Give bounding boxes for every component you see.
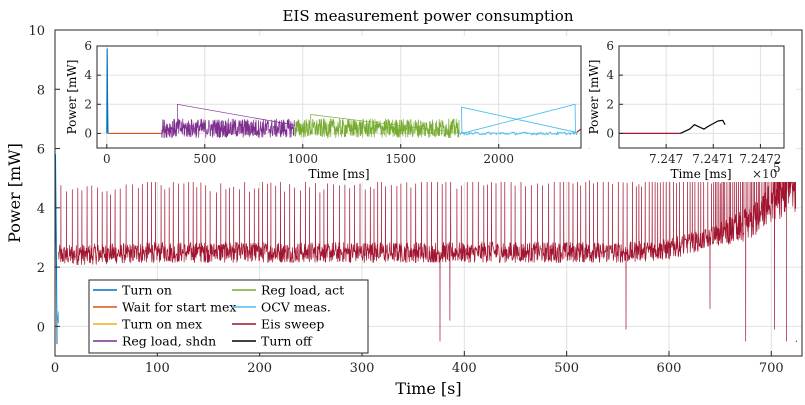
inset-left-series-turn-on: [106, 48, 109, 134]
main-xtick-label: 0: [51, 361, 59, 376]
inset-left-xtick-label: 500: [193, 152, 216, 166]
inset-left-ytick-label: 6: [84, 39, 92, 53]
inset-left-series-reg-load-act: [294, 114, 460, 139]
inset-right-xtick-label: 7.2472: [739, 152, 781, 166]
inset-left-ytick-label: 4: [84, 68, 92, 82]
main-xtick-label: 700: [759, 361, 784, 376]
chart-title: EIS measurement power consumption: [282, 7, 573, 25]
main-xtick-label: 200: [247, 361, 272, 376]
inset-left-xtick-label: 1500: [385, 152, 416, 166]
inset-left-xtick-label: 0: [103, 152, 111, 166]
legend-label: Turn off: [261, 334, 313, 349]
main-ytick-label: 10: [28, 24, 45, 39]
main-xtick-label: 500: [554, 361, 579, 376]
main-xtick-label: 600: [657, 361, 682, 376]
inset-right-ytick-label: 0: [606, 126, 614, 140]
main-plot-border: [54, 29, 803, 357]
legend: Turn on Wait for start mex Turn on mex Reg …: [88, 279, 369, 354]
main-xtick-label: 300: [350, 361, 375, 376]
inset-left-series-reg-load-shdn: [161, 103, 296, 139]
inset-left-ytick-label: 2: [84, 97, 92, 111]
inset-right-background: [590, 36, 796, 182]
inset-right-x-multiplier: ×10: [752, 167, 777, 181]
inset-left-y-axis-label: Power [mW]: [65, 60, 79, 135]
main-ytick-label: 0: [37, 320, 45, 335]
inset-right-x-multiplier-exponent: 5: [773, 161, 781, 175]
legend-label: Reg load, act: [261, 283, 344, 298]
main-ytick-label: 2: [37, 261, 45, 276]
main-ytick-label: 4: [37, 202, 45, 217]
legend-label: Eis sweep: [261, 317, 324, 332]
inset-right-xtick-label: 7.247: [649, 152, 683, 166]
inset-right-ytick-label: 6: [606, 39, 614, 53]
legend-label: Turn on: [122, 283, 172, 298]
inset-left-x-axis-label: Time [ms]: [308, 167, 369, 181]
legend-label: Turn on mex: [122, 317, 202, 332]
inset-left-xtick-label: 2000: [483, 152, 514, 166]
inset-right-series-turn-off: [680, 119, 726, 134]
inset-left-series-ocv-meas-: [459, 103, 578, 136]
main-ytick-label: 6: [37, 143, 45, 158]
legend-label: OCV meas.: [261, 300, 331, 315]
main-xtick-label: 400: [452, 361, 477, 376]
legend-label: Wait for start mex: [122, 300, 236, 315]
main-ytick-label: 8: [37, 83, 45, 98]
inset-right-plot: 7.247 7.2471 7.2472 0 2 4 6 Time [ms] ×105 Power …: [587, 36, 796, 182]
inset-left-border: [96, 45, 582, 149]
inset-right-ytick-label: 4: [606, 68, 614, 82]
inset-right-ytick-label: 2: [606, 97, 614, 111]
legend-label: Reg load, shdn: [122, 334, 216, 349]
inset-right-x-axis-label: Time [ms]: [670, 167, 731, 181]
inset-right-xtick-label: 7.2471: [692, 152, 734, 166]
main-x-axis-label: Time [s]: [395, 379, 461, 398]
legend-box: [88, 279, 369, 354]
main-xtick-label: 100: [145, 361, 170, 376]
inset-left-plot: 0 500 1000 1500 2000 0 2 4 6 Time [ms] Power [mW]: [60, 36, 588, 182]
inset-left-ytick-label: 0: [84, 126, 92, 140]
main-series-eis-sweep: [58, 163, 797, 342]
inset-left-series-eis-sweep: [576, 128, 582, 133]
inset-left-xtick-label: 1000: [287, 152, 318, 166]
inset-right-border: [618, 45, 785, 149]
inset-right-y-axis-label: Power [mW]: [587, 60, 601, 135]
main-y-axis-label: Power [mW]: [5, 143, 24, 243]
